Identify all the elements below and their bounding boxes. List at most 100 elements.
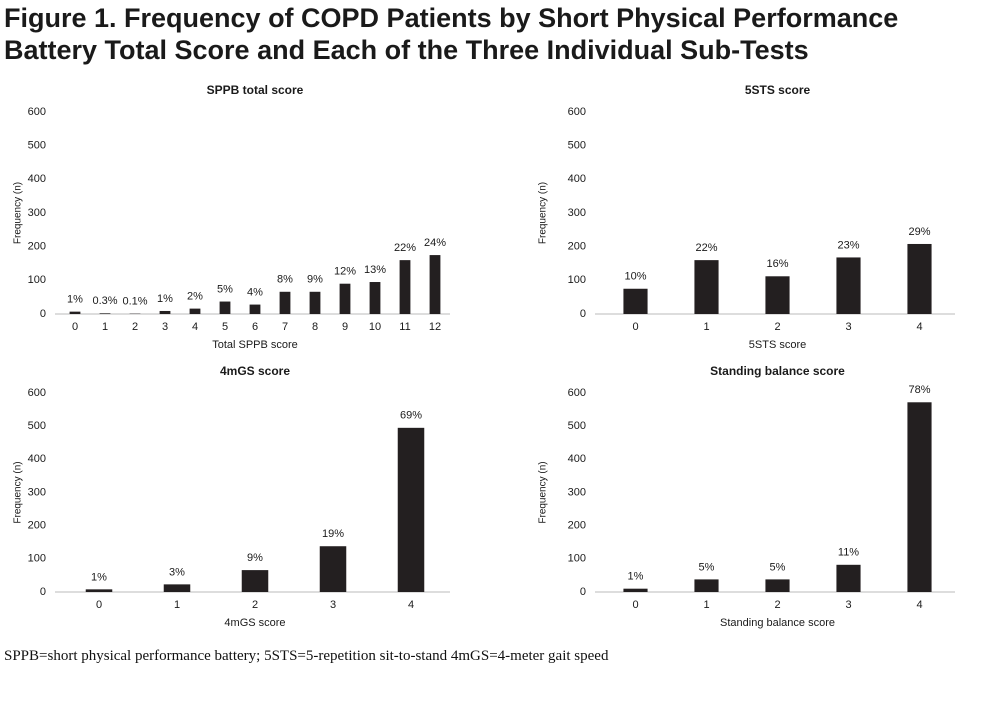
- x-tick-label: 0: [632, 321, 638, 333]
- percent-label: 1%: [91, 571, 107, 583]
- x-tick-label: 2: [774, 599, 780, 611]
- y-tick-label: 600: [28, 106, 46, 118]
- y-tick-label: 200: [28, 520, 46, 532]
- percent-label: 12%: [334, 266, 356, 278]
- x-tick-label: 4: [192, 321, 198, 333]
- chart-title: 4mGS score: [220, 364, 290, 378]
- percent-label: 29%: [908, 226, 930, 238]
- x-tick-label: 4: [916, 321, 922, 333]
- bar: [765, 579, 790, 592]
- percent-label: 1%: [67, 294, 83, 306]
- footnote: SPPB=short physical performance battery;…: [4, 648, 609, 664]
- percent-label: 5%: [217, 283, 233, 295]
- bar: [219, 301, 231, 314]
- percent-label: 19%: [322, 528, 344, 540]
- x-tick-label: 2: [774, 321, 780, 333]
- x-tick-label: 10: [369, 321, 381, 333]
- y-axis-label: Frequency (n): [538, 461, 549, 523]
- bar: [163, 584, 191, 592]
- bar: [836, 564, 861, 592]
- y-tick-label: 100: [568, 274, 586, 286]
- bar: [319, 546, 347, 592]
- percent-label: 8%: [277, 274, 293, 286]
- x-tick-label: 0: [72, 321, 78, 333]
- percent-label: 22%: [394, 242, 416, 254]
- y-axis-label: Frequency (n): [538, 182, 549, 244]
- percent-label: 0.3%: [92, 295, 117, 307]
- y-tick-label: 400: [28, 453, 46, 465]
- bar: [907, 243, 932, 314]
- y-tick-label: 300: [568, 486, 586, 498]
- x-axis-label: 5STS score: [749, 339, 806, 351]
- bar: [623, 588, 648, 592]
- bar: [694, 260, 719, 314]
- x-tick-label: 6: [252, 321, 258, 333]
- y-tick-label: 600: [568, 106, 586, 118]
- x-tick-label: 1: [102, 321, 108, 333]
- percent-label: 1%: [628, 571, 644, 583]
- percent-label: 22%: [695, 242, 717, 254]
- y-tick-label: 500: [28, 140, 46, 152]
- y-tick-label: 300: [28, 207, 46, 219]
- x-axis-label: 4mGS score: [224, 617, 285, 629]
- x-axis-label: Standing balance score: [720, 617, 835, 629]
- x-tick-label: 1: [703, 321, 709, 333]
- bar: [907, 402, 932, 592]
- x-tick-label: 3: [162, 321, 168, 333]
- percent-label: 1%: [157, 293, 173, 305]
- x-tick-label: 11: [399, 321, 410, 333]
- percent-label: 13%: [364, 264, 386, 276]
- percent-label: 11%: [838, 547, 859, 559]
- bar: [159, 310, 171, 314]
- bar: [429, 255, 441, 314]
- figure-title: Figure 1. Frequency of COPD Patients by …: [4, 3, 899, 65]
- bar: [99, 313, 111, 314]
- bar: [279, 291, 291, 314]
- percent-label: 23%: [837, 239, 859, 251]
- chart-title: Standing balance score: [710, 364, 845, 378]
- percent-label: 9%: [247, 552, 263, 564]
- y-tick-label: 100: [28, 274, 46, 286]
- percent-label: 16%: [766, 258, 788, 270]
- x-tick-label: 8: [312, 321, 318, 333]
- bar: [765, 276, 790, 314]
- x-tick-label: 0: [632, 599, 638, 611]
- x-tick-label: 1: [703, 599, 709, 611]
- bar: [69, 311, 81, 314]
- percent-label: 24%: [424, 237, 446, 249]
- bar: [189, 308, 201, 314]
- x-tick-label: 9: [342, 321, 348, 333]
- y-tick-label: 0: [580, 308, 586, 320]
- y-axis-label: Frequency (n): [13, 182, 24, 244]
- chart-title: SPPB total score: [207, 83, 304, 97]
- y-tick-label: 500: [28, 420, 46, 432]
- x-tick-label: 5: [222, 321, 228, 333]
- percent-label: 3%: [169, 566, 185, 578]
- percent-label: 5%: [770, 561, 786, 573]
- bar: [369, 282, 381, 314]
- chart-title: 5STS score: [745, 83, 811, 97]
- bar: [85, 589, 113, 592]
- y-tick-label: 100: [28, 553, 46, 565]
- y-tick-label: 100: [568, 553, 586, 565]
- x-tick-label: 3: [845, 599, 851, 611]
- bar: [836, 257, 861, 314]
- x-axis-label: Total SPPB score: [212, 339, 298, 351]
- y-tick-label: 300: [568, 207, 586, 219]
- percent-label: 2%: [187, 291, 203, 303]
- x-tick-label: 7: [282, 321, 288, 333]
- x-tick-label: 4: [408, 599, 414, 611]
- y-tick-label: 600: [568, 387, 586, 399]
- y-tick-label: 0: [40, 586, 46, 598]
- bar: [623, 288, 648, 314]
- y-axis-label: Frequency (n): [13, 461, 24, 523]
- bar: [309, 291, 321, 314]
- y-tick-label: 400: [28, 173, 46, 185]
- bar: [241, 570, 269, 592]
- bar: [339, 283, 351, 314]
- x-tick-label: 3: [330, 599, 336, 611]
- percent-label: 69%: [400, 410, 422, 422]
- percent-label: 78%: [908, 384, 930, 396]
